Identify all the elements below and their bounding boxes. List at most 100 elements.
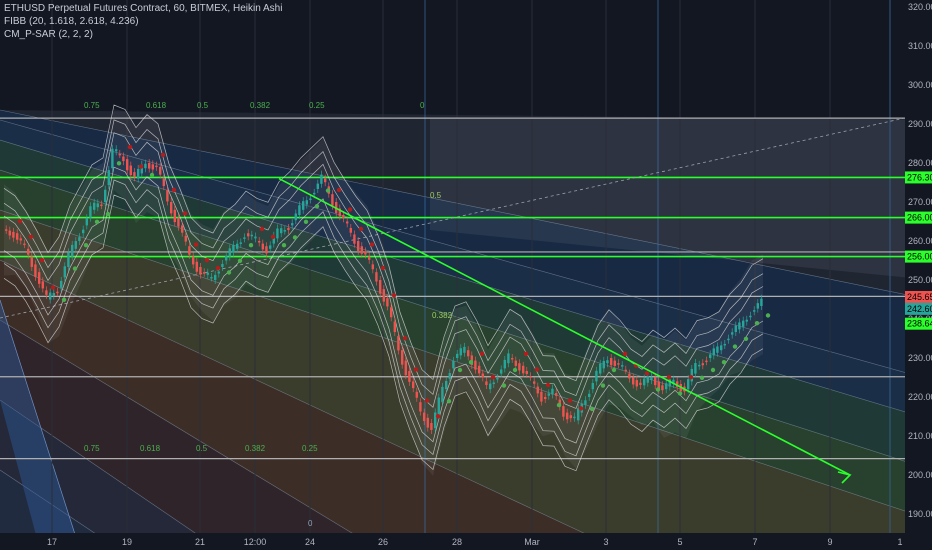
candle-body	[701, 363, 704, 366]
candle-body	[749, 315, 752, 318]
psar-dot	[688, 375, 694, 380]
candle-body	[404, 360, 407, 376]
candle-body	[173, 209, 176, 223]
fan-zone-3	[0, 170, 932, 520]
fan-line-4	[0, 209, 932, 521]
candle-body	[408, 371, 411, 382]
candle-body	[639, 382, 642, 385]
candle-body	[203, 272, 206, 274]
candle-body	[155, 165, 158, 168]
y-tick-label: 280.00	[908, 158, 932, 168]
candle-body	[184, 235, 187, 242]
candle-body	[467, 350, 470, 357]
candle-body	[12, 231, 15, 238]
candle-body	[5, 229, 8, 231]
candle-body	[379, 280, 382, 294]
candle-body	[74, 241, 77, 249]
candle-body	[591, 383, 594, 390]
candle-body	[665, 383, 668, 390]
psar-dot	[303, 219, 309, 224]
psar-dot	[457, 367, 463, 373]
candle-body	[654, 377, 657, 386]
candle-body	[195, 261, 198, 272]
psar-dot	[292, 235, 298, 240]
fib-label-bottom: 0.382	[245, 444, 266, 453]
candle-body	[661, 385, 664, 391]
candle-body	[544, 397, 547, 400]
candle-body	[298, 205, 301, 215]
price-axis-bg	[905, 0, 932, 550]
candle-body	[331, 194, 334, 206]
psar-dot	[193, 242, 199, 247]
candle-body	[712, 348, 715, 356]
candle-body	[723, 343, 726, 346]
price-tag-bg	[905, 250, 932, 263]
x-tick-label: 1	[897, 537, 902, 547]
candle-body	[397, 335, 400, 351]
candle-body	[63, 266, 66, 278]
candle-body	[16, 233, 19, 240]
price-tag-label: 245.65	[907, 292, 932, 302]
psar-dot	[369, 242, 375, 247]
candle-body	[283, 230, 286, 232]
candle-body	[294, 213, 297, 221]
candle-body	[247, 233, 250, 237]
candle-body	[485, 381, 488, 386]
y-tick-label: 200.00	[908, 470, 932, 480]
candle-body	[250, 234, 253, 237]
candle-body	[742, 320, 745, 327]
candle-body	[177, 217, 180, 227]
psar-dot	[479, 351, 485, 356]
candle-body	[228, 248, 231, 257]
candle-body	[445, 380, 448, 390]
psar-dot	[325, 188, 331, 193]
candle-body	[100, 204, 103, 207]
price-tag-bg	[905, 211, 932, 224]
fan-zone-4	[0, 210, 932, 550]
candle-body	[595, 370, 598, 382]
y-tick-label: 290.00	[908, 119, 932, 129]
candle-body	[269, 245, 272, 249]
candle-body	[613, 360, 616, 367]
candle-body	[320, 174, 323, 184]
candle-body	[243, 237, 246, 239]
candle-body	[239, 242, 242, 244]
candle-body	[89, 206, 92, 218]
psar-dot	[50, 285, 56, 290]
psar-dot	[611, 367, 617, 373]
price-tag-bg	[905, 290, 932, 303]
candle-body	[511, 358, 514, 360]
psar-dot	[171, 187, 177, 193]
psar-dot	[17, 219, 23, 224]
candle-body	[140, 164, 143, 174]
candle-body	[324, 178, 327, 183]
candle-body	[456, 353, 459, 358]
candle-body	[258, 241, 261, 243]
psar-dot	[182, 211, 188, 216]
candle-body	[650, 377, 653, 381]
x-tick-label: 24	[305, 537, 315, 547]
candle-body	[27, 248, 30, 255]
psar-dot	[358, 226, 364, 232]
candle-body	[423, 412, 426, 422]
candle-body	[360, 246, 363, 254]
candle-body	[558, 399, 561, 407]
psar-dot	[226, 270, 232, 275]
candle-body	[148, 163, 151, 169]
psar-dot	[281, 243, 287, 248]
psar-dot	[468, 360, 474, 365]
y-tick-label: 230.00	[908, 353, 932, 363]
candle-body	[500, 369, 503, 374]
candle-body	[434, 412, 437, 429]
fib-label-bottom: 0.75	[84, 444, 100, 453]
psar-dot	[127, 144, 133, 150]
y-tick-label: 210.00	[908, 431, 932, 441]
candle-body	[489, 383, 492, 390]
psar-dot	[501, 383, 507, 388]
candle-body	[261, 243, 264, 250]
candle-body	[492, 382, 495, 384]
chart-legend: ETHUSD Perpetual Futures Contract, 60, B…	[4, 2, 282, 41]
candle-body	[705, 360, 708, 363]
candle-body	[646, 375, 649, 383]
